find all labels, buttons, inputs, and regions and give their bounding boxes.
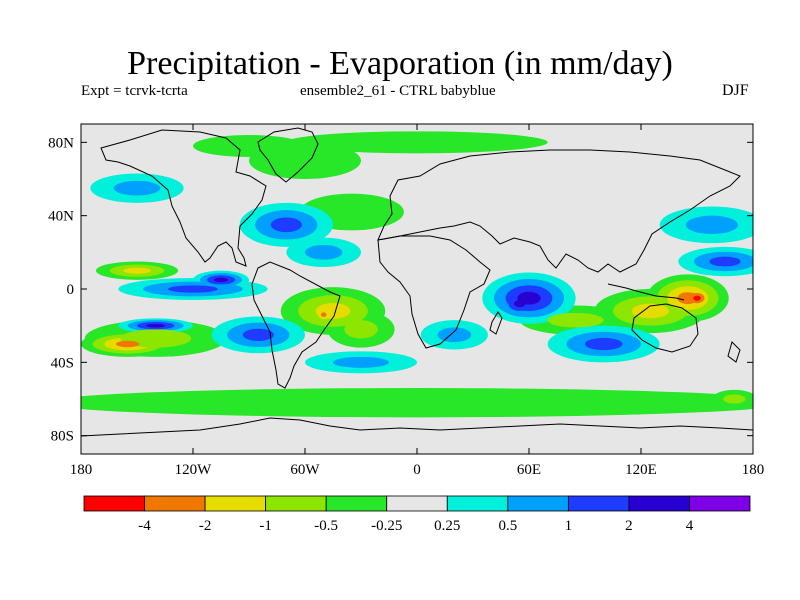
coast-indonesia bbox=[607, 283, 685, 301]
colorbar-label: 1 bbox=[565, 518, 573, 534]
contour-region bbox=[677, 292, 698, 305]
contour-region bbox=[693, 295, 701, 301]
colorbar-label: 4 bbox=[686, 518, 694, 534]
contour-field bbox=[81, 124, 753, 454]
contour-region bbox=[305, 245, 343, 260]
contour-region bbox=[344, 320, 378, 339]
colorbar-swatch bbox=[204, 495, 267, 512]
y-tick-label: 80S bbox=[51, 429, 74, 445]
contour-region bbox=[242, 328, 274, 341]
contour-region bbox=[631, 303, 669, 319]
colorbar-swatch bbox=[325, 495, 388, 512]
x-tick-label: 60W bbox=[290, 462, 320, 478]
contour-region bbox=[146, 323, 166, 328]
x-tick-label: 120W bbox=[175, 462, 213, 478]
x-tick-label: 0 bbox=[413, 462, 421, 478]
contour-region bbox=[514, 300, 526, 308]
contour-region bbox=[168, 285, 218, 293]
colorbar-swatch bbox=[567, 495, 630, 512]
coast-south-america bbox=[251, 261, 341, 389]
contour-region bbox=[193, 135, 305, 157]
colorbar-swatch bbox=[689, 495, 751, 512]
colorbar-label: -4 bbox=[138, 518, 151, 534]
colorbar-label: -0.25 bbox=[371, 518, 402, 534]
experiment-label: Expt = tcrvk-tcrta bbox=[81, 83, 188, 99]
coast-europe-asia bbox=[377, 149, 741, 273]
ensemble-label: ensemble2_61 - CTRL babyblue bbox=[300, 83, 496, 99]
colorbar-label: 2 bbox=[625, 518, 633, 534]
coast-africa bbox=[377, 235, 491, 349]
colorbar-label: -1 bbox=[259, 518, 272, 534]
contour-region bbox=[685, 215, 739, 234]
coast-greenland bbox=[257, 127, 319, 183]
coast-new-zealand bbox=[727, 341, 741, 363]
chart-title: Precipitation - Evaporation (in mm/day) bbox=[127, 45, 673, 82]
colorbar: -4 -2 -1 -0.5 -0.25 0.25 0.5 1 2 4 bbox=[83, 495, 751, 534]
x-tick-label: 60E bbox=[517, 462, 541, 478]
colorbar-swatch bbox=[628, 495, 690, 512]
colorbar-swatch bbox=[265, 495, 327, 512]
y-tick-label: 40N bbox=[48, 209, 74, 225]
coastlines bbox=[81, 127, 753, 437]
contour-region bbox=[123, 267, 151, 274]
contour-region bbox=[113, 180, 161, 196]
colorbar-swatch bbox=[386, 495, 448, 512]
colorbar-label: 0.25 bbox=[434, 518, 460, 534]
colorbar-label: 0.5 bbox=[498, 518, 517, 534]
contour-region bbox=[333, 356, 389, 368]
colorbar-swatch bbox=[446, 495, 509, 512]
contour-region bbox=[286, 131, 548, 154]
y-tick-label: 80N bbox=[48, 135, 74, 151]
coast-antarctica bbox=[81, 417, 753, 437]
season-label: DJF bbox=[722, 82, 749, 99]
contour-region bbox=[437, 327, 472, 343]
contour-region bbox=[320, 312, 327, 317]
y-tick-label: 0 bbox=[67, 282, 75, 298]
contour-region bbox=[270, 217, 302, 233]
coast-madagascar bbox=[489, 311, 503, 335]
contour-region bbox=[81, 388, 753, 418]
x-tick-label: 180 bbox=[742, 462, 765, 478]
contour-region bbox=[547, 312, 604, 328]
colorbar-label: -0.5 bbox=[314, 518, 338, 534]
contour-region bbox=[709, 256, 741, 267]
colorbar-label: -2 bbox=[199, 518, 212, 534]
colorbar-swatch bbox=[507, 495, 569, 512]
coast-north-america bbox=[100, 129, 267, 267]
y-tick-label: 40S bbox=[51, 355, 74, 371]
axis-ticks: 180 120W 60W 0 60E 120E 180 80N 40N 0 40S 80S bbox=[48, 124, 764, 478]
x-tick-label: 120E bbox=[625, 462, 657, 478]
colorbar-swatch bbox=[83, 495, 145, 512]
coast-australia bbox=[631, 303, 699, 353]
colorbar-swatch bbox=[144, 495, 206, 512]
contour-region bbox=[723, 394, 746, 404]
contour-region bbox=[585, 337, 623, 351]
contour-region bbox=[116, 340, 140, 348]
x-tick-label: 180 bbox=[70, 462, 93, 478]
contour-region bbox=[214, 277, 228, 283]
